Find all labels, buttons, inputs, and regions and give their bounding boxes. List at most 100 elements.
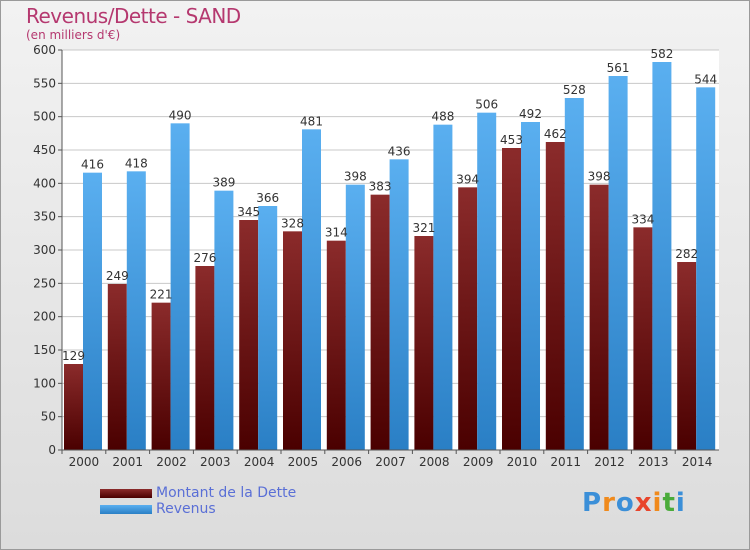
bar-dette-2001 bbox=[107, 284, 127, 450]
x-tick-label-2001: 2001 bbox=[112, 455, 143, 469]
x-tick-label-2003: 2003 bbox=[200, 455, 231, 469]
y-tick-label: 150 bbox=[33, 343, 56, 357]
bar-dette-2008 bbox=[414, 236, 434, 450]
x-tick-label-2009: 2009 bbox=[463, 455, 494, 469]
value-label-dette-2007: 383 bbox=[369, 180, 392, 194]
bar-dette-2009 bbox=[458, 187, 478, 451]
y-axis: 0 50 100 150 200 250 300 350 400 450 500 550 600 bbox=[33, 43, 63, 457]
logo-letter: i bbox=[675, 488, 686, 518]
x-tick-label-2011: 2011 bbox=[550, 455, 581, 469]
bar-revenus-2008 bbox=[433, 124, 453, 451]
bar-revenus-2009 bbox=[477, 112, 497, 451]
value-label-dette-2001: 249 bbox=[106, 269, 129, 283]
proxiti-logo: Proxiti bbox=[582, 488, 686, 518]
y-tick-label: 250 bbox=[33, 276, 56, 290]
bar-dette-2000 bbox=[64, 364, 83, 450]
y-tick-label: 550 bbox=[33, 76, 56, 90]
value-label-dette-2005: 328 bbox=[281, 216, 304, 230]
value-label-revenus-2005: 481 bbox=[300, 114, 323, 128]
value-label-revenus-2009: 506 bbox=[475, 98, 498, 112]
chart-title: Revenus/Dette - SAND bbox=[26, 4, 241, 28]
value-label-dette-2011: 462 bbox=[544, 127, 567, 141]
value-label-revenus-2014: 544 bbox=[694, 72, 717, 86]
value-label-revenus-2010: 492 bbox=[519, 107, 542, 121]
bar-dette-2007 bbox=[370, 194, 390, 450]
y-tick-label: 600 bbox=[33, 43, 56, 57]
bars bbox=[64, 62, 716, 451]
value-label-revenus-2012: 561 bbox=[607, 61, 630, 75]
bar-dette-2006 bbox=[326, 240, 346, 450]
logo-letter: o bbox=[615, 488, 635, 518]
x-tick-label-2000: 2000 bbox=[69, 455, 100, 469]
value-label-revenus-2007: 436 bbox=[388, 144, 411, 158]
value-label-dette-2009: 394 bbox=[456, 172, 479, 186]
x-tick-label-2007: 2007 bbox=[375, 455, 406, 469]
logo-letter: r bbox=[602, 488, 616, 518]
bar-revenus-2011 bbox=[564, 98, 584, 450]
y-tick-label: 300 bbox=[33, 243, 56, 257]
x-tick-label-2002: 2002 bbox=[156, 455, 187, 469]
value-label-dette-2012: 398 bbox=[588, 170, 611, 184]
value-label-revenus-2004: 366 bbox=[256, 191, 279, 205]
bar-revenus-2013 bbox=[652, 62, 672, 450]
legend-label-dette: Montant de la Dette bbox=[156, 485, 297, 501]
x-tick-label-2014: 2014 bbox=[682, 455, 713, 469]
y-tick-label: 500 bbox=[33, 110, 56, 124]
x-tick-label-2010: 2010 bbox=[507, 455, 538, 469]
value-label-dette-2010: 453 bbox=[500, 133, 523, 147]
x-axis: 2000 2001 2002 2003 2004 2005 2006 2007 2008 2009… bbox=[61, 449, 719, 469]
x-tick-label-2012: 2012 bbox=[594, 455, 625, 469]
x-tick-label-2005: 2005 bbox=[288, 455, 319, 469]
bar-revenus-2012 bbox=[608, 76, 628, 450]
bar-dette-2002 bbox=[151, 302, 171, 450]
x-tick-label-2006: 2006 bbox=[331, 455, 362, 469]
bar-revenus-2002 bbox=[170, 123, 190, 450]
value-label-revenus-2003: 389 bbox=[212, 176, 235, 190]
bar-dette-2003 bbox=[195, 266, 215, 450]
y-tick-label: 450 bbox=[33, 143, 56, 157]
bar-revenus-2006 bbox=[345, 184, 365, 450]
bar-revenus-2000 bbox=[83, 172, 102, 450]
legend-label-revenus: Revenus bbox=[156, 501, 216, 517]
logo-letter: x bbox=[634, 488, 653, 518]
value-label-revenus-2001: 418 bbox=[125, 156, 148, 170]
bar-revenus-2004 bbox=[258, 206, 278, 450]
value-label-dette-2004: 345 bbox=[237, 205, 260, 219]
value-label-dette-2008: 321 bbox=[412, 221, 435, 235]
legend-swatch-revenus bbox=[100, 505, 152, 514]
y-tick-label: 400 bbox=[33, 176, 56, 190]
bar-dette-2013 bbox=[633, 227, 653, 450]
legend-swatch-dette bbox=[100, 489, 152, 498]
value-label-dette-2014: 282 bbox=[675, 247, 698, 261]
bar-revenus-2003 bbox=[214, 190, 234, 450]
y-tick-label: 0 bbox=[48, 443, 56, 457]
value-label-revenus-2008: 488 bbox=[431, 110, 454, 124]
value-label-dette-2006: 314 bbox=[325, 226, 348, 240]
value-label-dette-2002: 221 bbox=[150, 288, 173, 302]
bar-dette-2005 bbox=[283, 231, 302, 450]
bar-dette-2012 bbox=[589, 184, 609, 450]
y-tick-label: 200 bbox=[33, 310, 56, 324]
bar-revenus-2001 bbox=[126, 171, 146, 451]
bar-revenus-2014 bbox=[696, 87, 716, 450]
value-label-revenus-2013: 582 bbox=[650, 47, 673, 61]
logo-letter: t bbox=[662, 488, 676, 518]
bar-revenus-2010 bbox=[521, 122, 540, 450]
y-tick-label: 350 bbox=[33, 210, 56, 224]
value-label-revenus-2000: 416 bbox=[81, 158, 104, 172]
bar-dette-2004 bbox=[239, 220, 259, 450]
bar-dette-2011 bbox=[545, 142, 565, 450]
value-label-revenus-2011: 528 bbox=[563, 83, 586, 97]
value-label-revenus-2006: 398 bbox=[344, 170, 367, 184]
bar-revenus-2007 bbox=[389, 159, 409, 451]
value-label-dette-2013: 334 bbox=[631, 212, 654, 226]
chart-subtitle: (en milliers d'€) bbox=[26, 28, 121, 42]
x-tick-label-2008: 2008 bbox=[419, 455, 450, 469]
y-tick-label: 50 bbox=[41, 410, 56, 424]
value-label-dette-2003: 276 bbox=[193, 251, 216, 265]
x-tick-label-2013: 2013 bbox=[638, 455, 669, 469]
logo-letter: i bbox=[652, 488, 663, 518]
value-label-dette-2000: 129 bbox=[62, 349, 85, 363]
